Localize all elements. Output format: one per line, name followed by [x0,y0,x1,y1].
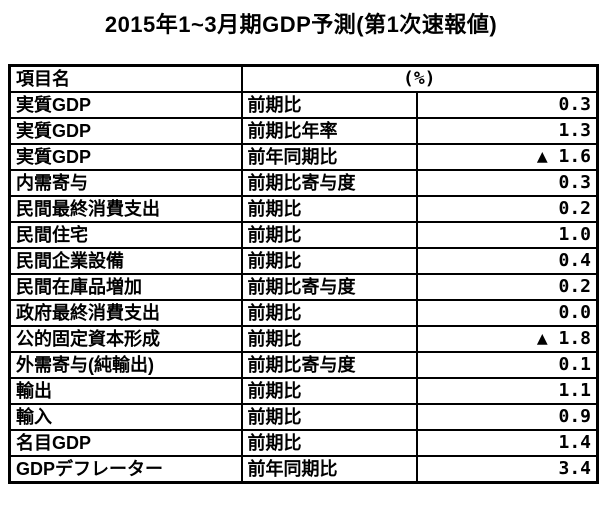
percent-value-cell: 0.3 [415,91,599,119]
gdp-forecast-table: 項目名 (%) 実質GDP 前期比 0.3 実質GDP 前期比年率 1.3 実質… [8,64,600,484]
page-title: 2015年1~3月期GDP予測(第1次速報値) [104,12,498,37]
percent-value-cell: 0.4 [415,247,599,275]
measure-type-cell: 前期比寄与度 [240,169,418,197]
percent-value-cell: 1.3 [415,117,599,145]
percent-value-cell: 0.1 [415,351,599,379]
percent-value-cell: 0.2 [415,195,599,223]
measure-type-cell: 前期比 [240,325,418,353]
table-row: 民間企業設備 前期比 0.4 [8,247,599,275]
item-name-cell: 名目GDP [8,429,243,457]
table-row: 民間在庫品増加 前期比寄与度 0.2 [8,273,599,301]
measure-type-cell: 前期比年率 [240,117,418,145]
percent-value-cell: 0.0 [415,299,599,327]
percent-value-cell: ▲ 1.8 [415,325,599,353]
column-header-item-name: 項目名 [8,64,243,93]
measure-type-cell: 前期比 [240,403,418,431]
item-name-cell: 実質GDP [8,117,243,145]
table-body: 実質GDP 前期比 0.3 実質GDP 前期比年率 1.3 実質GDP 前年同期… [8,91,599,484]
percent-value-cell: ▲ 1.6 [415,143,599,171]
item-name-cell: 民間在庫品増加 [8,273,243,301]
table-row: 内需寄与 前期比寄与度 0.3 [8,169,599,197]
measure-type-cell: 前期比 [240,429,418,457]
percent-value-cell: 1.1 [415,377,599,405]
item-name-cell: GDPデフレーター [8,455,243,484]
table-row: 実質GDP 前期比 0.3 [8,91,599,119]
table-row: 政府最終消費支出 前期比 0.0 [8,299,599,327]
measure-type-cell: 前期比寄与度 [240,273,418,301]
percent-value-cell: 0.9 [415,403,599,431]
table-row: 輸入 前期比 0.9 [8,403,599,431]
item-name-cell: 公的固定資本形成 [8,325,243,353]
item-name-cell: 民間企業設備 [8,247,243,275]
table-row: 民間最終消費支出 前期比 0.2 [8,195,599,223]
measure-type-cell: 前期比寄与度 [240,351,418,379]
percent-value-cell: 3.4 [415,455,599,484]
measure-type-cell: 前期比 [240,377,418,405]
percent-value-cell: 1.4 [415,429,599,457]
item-name-cell: 実質GDP [8,91,243,119]
measure-type-cell: 前期比 [240,299,418,327]
table-row: 実質GDP 前期比年率 1.3 [8,117,599,145]
item-name-cell: 外需寄与(純輸出) [8,351,243,379]
measure-type-cell: 前期比 [240,91,418,119]
table-row: 名目GDP 前期比 1.4 [8,429,599,457]
item-name-cell: 民間住宅 [8,221,243,249]
item-name-cell: 政府最終消費支出 [8,299,243,327]
table-row: 輸出 前期比 1.1 [8,377,599,405]
table-row: 外需寄与(純輸出) 前期比寄与度 0.1 [8,351,599,379]
measure-type-cell: 前年同期比 [240,143,418,171]
table-row: 民間住宅 前期比 1.0 [8,221,599,249]
table-row: GDPデフレーター 前年同期比 3.4 [8,455,599,484]
table-row: 実質GDP 前年同期比 ▲ 1.6 [8,143,599,171]
item-name-cell: 輸出 [8,377,243,405]
measure-type-cell: 前期比 [240,247,418,275]
percent-value-cell: 1.0 [415,221,599,249]
measure-type-cell: 前年同期比 [240,455,418,484]
item-name-cell: 輸入 [8,403,243,431]
measure-type-cell: 前期比 [240,195,418,223]
percent-value-cell: 0.2 [415,273,599,301]
percent-value-cell: 0.3 [415,169,599,197]
table-row: 公的固定資本形成 前期比 ▲ 1.8 [8,325,599,353]
item-name-cell: 内需寄与 [8,169,243,197]
column-header-unit-percent: (%) [240,64,599,93]
table-header-row: 項目名 (%) [8,64,599,93]
measure-type-cell: 前期比 [240,221,418,249]
item-name-cell: 実質GDP [8,143,243,171]
item-name-cell: 民間最終消費支出 [8,195,243,223]
